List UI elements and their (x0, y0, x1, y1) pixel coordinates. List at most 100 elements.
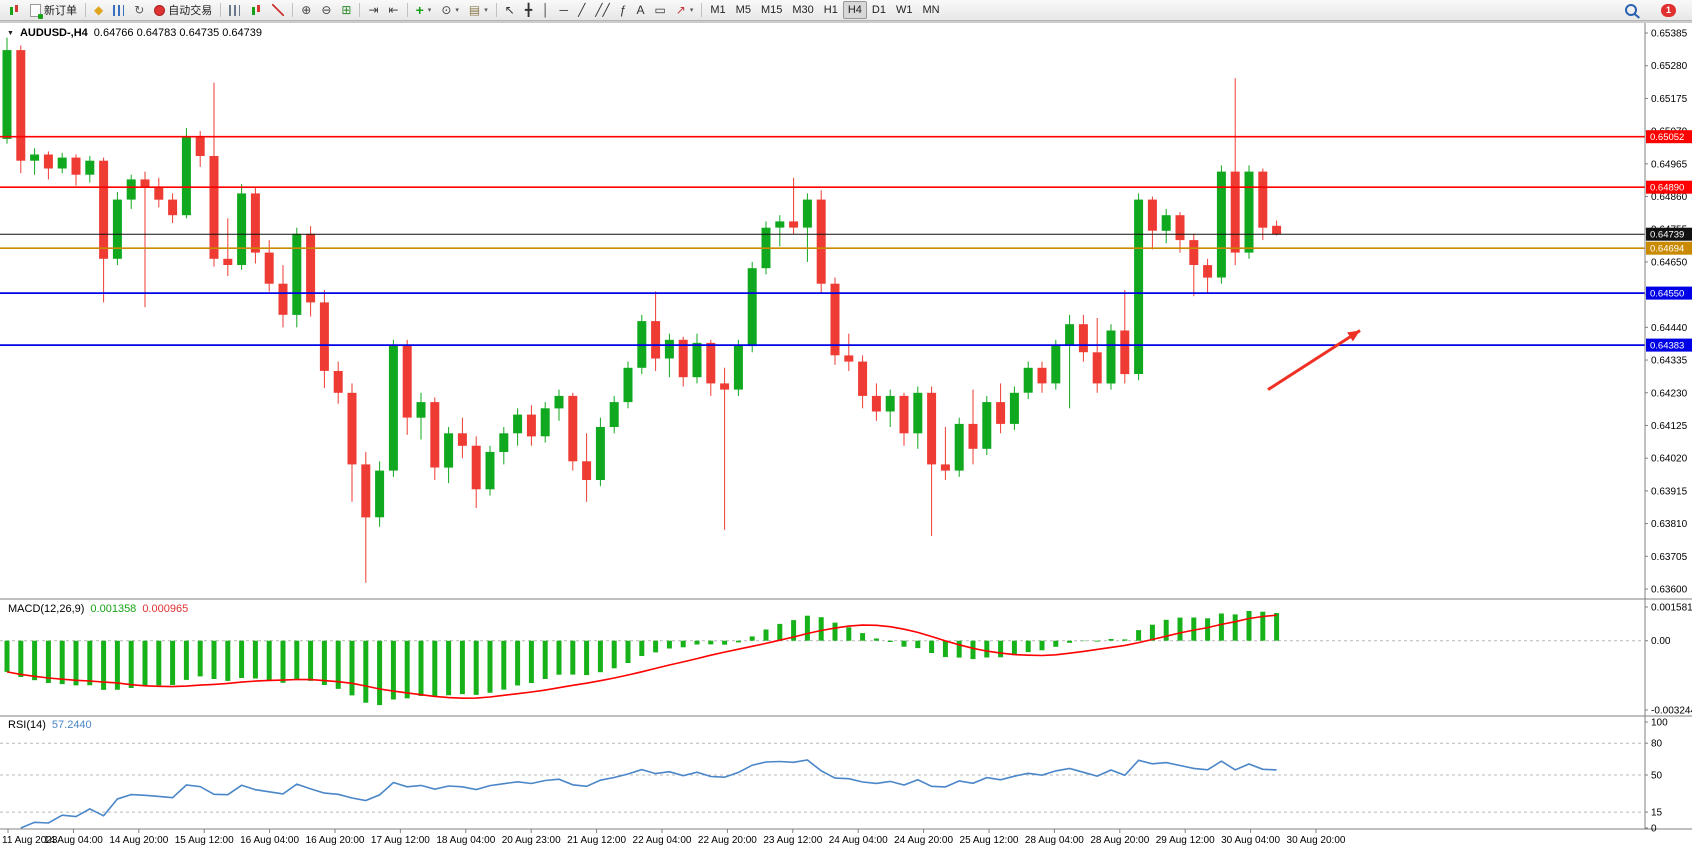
horizontal-line-button[interactable]: ─ (555, 1, 574, 19)
svg-text:0.64650: 0.64650 (1651, 257, 1688, 268)
macd-indicator-label: MACD(12,26,9) 0.001358 0.000965 (8, 603, 188, 615)
channel-button[interactable]: ╱╱ (590, 1, 614, 19)
svg-text:30 Aug 20:00: 30 Aug 20:00 (1287, 835, 1346, 846)
indicators-button[interactable]: + ▾ (411, 1, 437, 19)
tile-windows-button[interactable]: ⊞ (336, 1, 356, 19)
timeframe-mn-button[interactable]: MN (917, 1, 944, 19)
price-axis[interactable]: 0.653850.652800.651750.650700.649650.648… (1644, 23, 1692, 835)
notifications-button[interactable]: 1 (1656, 1, 1681, 19)
svg-text:14 Aug 04:00: 14 Aug 04:00 (44, 835, 103, 846)
indicators-icon: + (415, 2, 424, 18)
new-order-icon (30, 3, 43, 19)
svg-text:0.00: 0.00 (1651, 636, 1671, 647)
notifications-icon: 1 (1661, 3, 1676, 17)
symbol-search-button[interactable] (1620, 1, 1646, 19)
crosshair-button[interactable]: ╋ (520, 1, 537, 19)
zoom-out-button[interactable]: ⊖ (316, 1, 336, 19)
timeframe-w1-button[interactable]: W1 (891, 1, 918, 19)
svg-text:16 Aug 04:00: 16 Aug 04:00 (240, 835, 299, 846)
macd-histogram (4, 611, 1280, 706)
cursor-button[interactable]: ↖ (500, 1, 520, 19)
collapse-arrow-icon[interactable]: ▼ (7, 29, 14, 37)
toolbar-right-group: 1 (1620, 1, 1689, 19)
svg-text:20 Aug 23:00: 20 Aug 23:00 (502, 835, 561, 846)
svg-text:0.65385: 0.65385 (1651, 29, 1688, 40)
autotrading-button[interactable]: 自动交易 (149, 1, 217, 19)
new-chart-button[interactable] (3, 1, 25, 19)
timeframe-m15-button[interactable]: M15 (756, 1, 787, 19)
market-depth-button[interactable]: ◆ (89, 1, 108, 19)
refresh-button[interactable]: ↻ (129, 1, 149, 19)
svg-text:0.64739: 0.64739 (1650, 230, 1684, 241)
chart-symbol-period: AUDUSD-,H4 (19, 27, 88, 39)
svg-text:0.63915: 0.63915 (1651, 486, 1688, 497)
svg-text:25 Aug 12:00: 25 Aug 12:00 (960, 835, 1019, 846)
rsi-value: 57.2440 (51, 719, 92, 731)
text-button[interactable]: A (631, 1, 649, 19)
dropdown-arrow-icon: ▾ (484, 7, 488, 14)
timeframe-m1-label: M1 (710, 4, 726, 16)
crosshair-icon: ╋ (524, 3, 533, 17)
svg-text:18 Aug 04:00: 18 Aug 04:00 (436, 835, 495, 846)
chart-type-candles-button[interactable] (245, 1, 267, 19)
timeframe-d1-button[interactable]: D1 (867, 1, 891, 19)
vertical-line-button[interactable]: │ (537, 1, 555, 19)
svg-text:0.64230: 0.64230 (1651, 388, 1688, 399)
timeframe-m30-label: M30 (792, 4, 814, 16)
dropdown-arrow-icon: ▾ (427, 7, 432, 14)
chart-type-bars-button[interactable] (224, 1, 245, 19)
chart-title-bar: ▼ AUDUSD-,H4 0.64766 0.64783 0.64735 0.6… (7, 27, 262, 39)
trendline-icon: ╱ (578, 3, 586, 17)
zoom-in-button[interactable]: ⊕ (296, 1, 316, 19)
svg-text:-0.003244: -0.003244 (1651, 706, 1692, 717)
svg-text:29 Aug 12:00: 29 Aug 12:00 (1156, 835, 1215, 846)
autotrading-icon (154, 4, 166, 16)
trendline-button[interactable]: ╱ (573, 1, 590, 19)
candlestick-series (2, 37, 1282, 583)
svg-text:22 Aug 04:00: 22 Aug 04:00 (633, 835, 692, 846)
text-label-icon: ▭ (654, 3, 666, 17)
svg-text:0.64694: 0.64694 (1650, 244, 1684, 255)
timeframe-m1-button[interactable]: M1 (705, 1, 730, 19)
svg-text:0.63600: 0.63600 (1651, 585, 1688, 596)
periods-icon: ⊙ (441, 3, 452, 17)
templates-button[interactable]: ▤ ▾ (464, 1, 493, 19)
market-watch-button[interactable] (108, 1, 129, 19)
new-order-button[interactable]: 新订单 (25, 1, 82, 19)
toolbar-separator (292, 3, 294, 17)
svg-text:0.64383: 0.64383 (1650, 341, 1684, 352)
chart-type-line-icon (272, 4, 285, 16)
autotrading-label: 自动交易 (168, 5, 213, 17)
timeframe-h4-button[interactable]: H4 (842, 1, 867, 19)
chart-shift-button[interactable]: ⇤ (384, 1, 404, 19)
price-badges: 0.65052 0.64890 0.64694 0.64550 0.64383 0.647… (1646, 130, 1692, 352)
timeframe-m15-label: M15 (760, 4, 783, 16)
fibonacci-button[interactable]: ƒ (615, 1, 632, 19)
svg-text:0.65175: 0.65175 (1651, 94, 1688, 105)
auto-scroll-icon: ⇥ (368, 3, 379, 17)
periods-button[interactable]: ⊙ ▾ (436, 1, 464, 19)
rsi-name: RSI(14) (8, 719, 46, 731)
text-label-button[interactable]: ▭ (649, 1, 670, 19)
auto-scroll-button[interactable]: ⇥ (363, 1, 383, 19)
arrow-object[interactable] (1267, 329, 1361, 391)
arrows-icon: ↗ (675, 3, 686, 17)
zoom-in-icon: ⊕ (301, 3, 312, 17)
timeframe-m5-button[interactable]: M5 (731, 1, 756, 19)
timeframe-h1-button[interactable]: H1 (819, 1, 843, 19)
cursor-icon: ↖ (504, 3, 515, 17)
svg-text:15: 15 (1651, 808, 1663, 819)
svg-text:0.65280: 0.65280 (1651, 61, 1688, 72)
refresh-icon: ↻ (134, 3, 145, 17)
toolbar-separator (85, 3, 86, 17)
svg-text:0: 0 (1651, 824, 1657, 835)
arrows-button[interactable]: ↗ ▾ (671, 1, 699, 19)
chart-type-line-button[interactable] (267, 1, 289, 19)
timeframe-m30-button[interactable]: M30 (787, 1, 818, 19)
svg-text:0.64860: 0.64860 (1651, 192, 1688, 203)
timeframe-w1-label: W1 (895, 4, 913, 16)
svg-text:0.001581: 0.001581 (1651, 603, 1692, 614)
svg-text:0.64020: 0.64020 (1651, 454, 1688, 465)
